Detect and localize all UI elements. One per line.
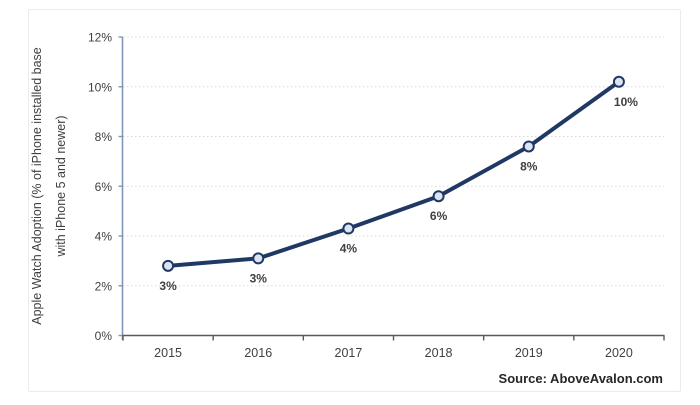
data-point-marker xyxy=(252,252,265,265)
y-tick-label: 2% xyxy=(95,279,113,293)
adoption-trend-line xyxy=(166,79,621,268)
data-series xyxy=(162,75,625,272)
y-tick-label: 12% xyxy=(88,31,112,45)
y-tick-label: 0% xyxy=(95,329,113,343)
y-tick-label: 4% xyxy=(95,230,113,244)
x-tick-label: 2015 xyxy=(154,346,182,360)
data-point-marker xyxy=(612,75,625,88)
data-point-label: 3% xyxy=(159,279,177,293)
y-axis-title-line2: with iPhone 5 and newer) xyxy=(54,115,68,257)
x-tick-label: 2019 xyxy=(515,346,543,360)
data-point-marker xyxy=(522,140,535,153)
figure-border xyxy=(28,9,681,392)
gridlines xyxy=(123,36,664,287)
data-point-label: 6% xyxy=(430,209,448,223)
y-tick-label: 10% xyxy=(88,80,112,94)
axes xyxy=(118,36,665,341)
y-axis-title-line1: Apple Watch Adoption (% of iPhone instal… xyxy=(30,47,44,325)
x-tick-label: 2020 xyxy=(605,346,633,360)
data-point-labels: 3% 3% 4% 6% 8% 10% xyxy=(159,95,638,293)
data-point-label: 10% xyxy=(614,95,638,109)
tick-labels: 0% 2% 4% 6% 8% 10% 12% 2015 2016 2017 2018 2019 2020 xyxy=(88,31,633,361)
data-point-label: 4% xyxy=(340,242,358,256)
data-point-marker xyxy=(162,259,175,272)
x-tick-label: 2017 xyxy=(335,346,363,360)
x-tick-label: 2016 xyxy=(244,346,272,360)
data-point-label: 8% xyxy=(520,159,538,173)
y-tick-label: 6% xyxy=(95,180,113,194)
data-point-label: 3% xyxy=(250,271,268,285)
y-tick-label: 8% xyxy=(95,130,113,144)
source-label: Source: AboveAvalon.com xyxy=(499,371,663,386)
x-tick-label: 2018 xyxy=(425,346,453,360)
data-point-marker xyxy=(432,190,445,203)
data-point-marker xyxy=(342,222,355,235)
